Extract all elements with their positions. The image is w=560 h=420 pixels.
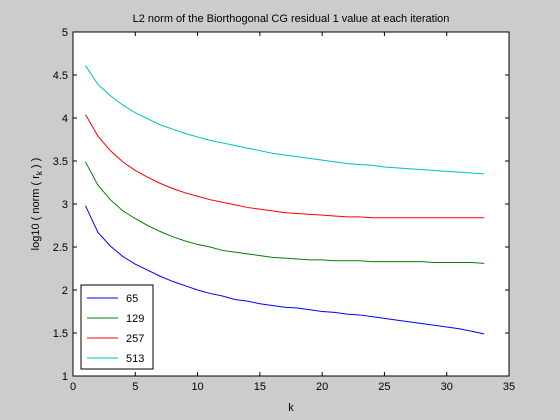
x-tick-label: 15: [254, 381, 266, 393]
y-tick-label: 3: [62, 199, 68, 211]
x-tick-label: 30: [441, 381, 453, 393]
y-axis-label: log10 ( norm ( rk ) ): [30, 158, 44, 251]
x-tick-label: 5: [132, 381, 138, 393]
y-tick-label: 4: [62, 113, 68, 125]
legend-label-129: 129: [126, 313, 144, 325]
x-axis-label: k: [288, 402, 294, 414]
y-tick-label: 2: [62, 285, 68, 297]
y-axis-ticks: 1 1.5 2 2.5 3 3.5 4 4.5 5: [53, 27, 509, 383]
legend-label-257: 257: [126, 333, 144, 345]
series-lines: [85, 65, 485, 335]
y-axis-label-subscript: k: [35, 170, 44, 175]
series-line-129: [85, 161, 485, 264]
chart-title: L2 norm of the Biorthogonal CG residual …: [133, 13, 450, 25]
x-tick-label: 20: [316, 381, 328, 393]
y-tick-label: 2.5: [53, 242, 68, 254]
y-tick-label: 1.5: [53, 328, 68, 340]
y-axis-label-prefix: log10 ( norm ( r: [30, 175, 42, 251]
y-axis-label-suffix: ) ): [30, 158, 42, 171]
x-axis-ticks: 0 5 10 15 20 25 30 35: [70, 32, 515, 393]
legend-label-513: 513: [126, 353, 144, 365]
y-tick-label: 1: [62, 371, 68, 383]
series-line-65: [85, 205, 485, 335]
y-tick-label: 4.5: [53, 70, 68, 82]
legend: 65 129 257 513: [80, 284, 154, 370]
x-tick-label: 25: [378, 381, 390, 393]
series-line-513: [85, 65, 485, 175]
y-tick-label: 3.5: [53, 156, 68, 168]
y-tick-label: 5: [62, 27, 68, 39]
x-tick-label: 0: [70, 381, 76, 393]
series-line-257: [85, 114, 485, 219]
legend-label-65: 65: [126, 293, 138, 305]
x-tick-label: 35: [503, 381, 515, 393]
legend-box: [80, 284, 154, 370]
x-tick-label: 10: [191, 381, 203, 393]
